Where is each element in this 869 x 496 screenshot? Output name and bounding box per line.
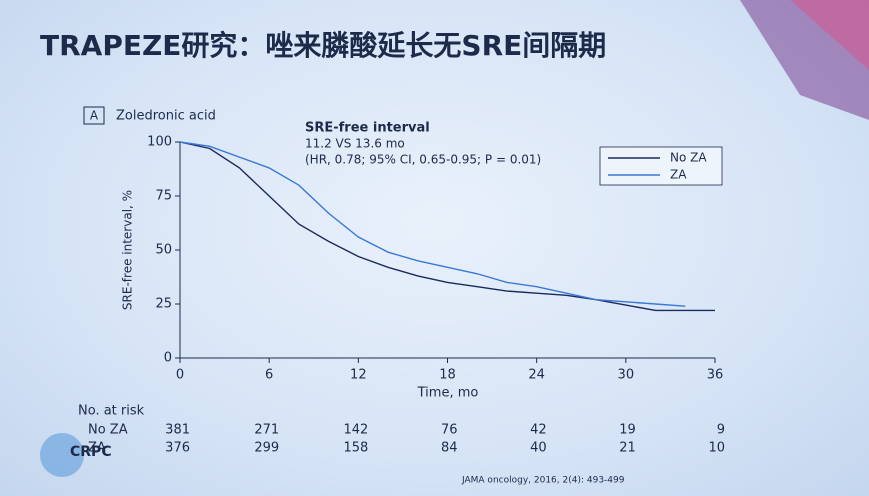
panel-title: Zoledronic acid <box>116 109 216 124</box>
risk-value: 9 <box>717 423 725 438</box>
risk-value: 84 <box>441 441 458 456</box>
y-tick-label: 25 <box>155 297 172 312</box>
panel-box <box>83 106 105 125</box>
risk-value: 42 <box>530 423 547 438</box>
risk-value: 158 <box>344 441 369 456</box>
risk-value: 76 <box>441 423 458 438</box>
risk-value: 10 <box>708 441 725 456</box>
x-tick-label: 6 <box>265 368 273 383</box>
risk-value: 376 <box>165 441 190 456</box>
series-line <box>179 141 686 307</box>
x-axis-label: Time, mo <box>417 386 479 401</box>
x-tick-label: 36 <box>707 368 724 383</box>
y-tick-label: 100 <box>147 135 172 150</box>
series-line <box>179 141 715 312</box>
risk-value: 299 <box>254 441 279 456</box>
x-tick-label: 18 <box>439 368 456 383</box>
risk-row-label: No ZA <box>88 423 128 438</box>
risk-value: 142 <box>344 423 369 438</box>
panel-label: A <box>90 109 99 123</box>
annotation: 11.2 VS 13.6 mo <box>305 137 405 151</box>
risk-value: 381 <box>165 423 190 438</box>
legend-box <box>599 146 723 186</box>
slide-title: TRAPEZE研究：唑来膦酸延长无SRE间隔期 <box>40 29 606 62</box>
y-tick-label: 0 <box>164 351 172 366</box>
annotation: SRE-free interval <box>305 121 430 136</box>
risk-value: 40 <box>530 441 547 456</box>
y-axis-label: SRE-free interval, % <box>121 190 135 310</box>
logo-globe <box>40 433 84 477</box>
risk-value: 21 <box>619 441 636 456</box>
risk-value: 19 <box>619 423 636 438</box>
x-tick-label: 24 <box>528 368 545 383</box>
citation: JAMA oncology, 2016, 2(4): 493-499 <box>461 476 625 486</box>
x-tick-label: 30 <box>618 368 635 383</box>
annotation: (HR, 0.78; 95% CI, 0.65-0.95; P = 0.01) <box>305 153 541 167</box>
risk-title: No. at risk <box>78 404 145 419</box>
risk-row-label: ZA <box>88 441 106 456</box>
risk-value: 271 <box>254 423 279 438</box>
legend-label: ZA <box>670 168 687 182</box>
y-tick-label: 75 <box>155 189 172 204</box>
y-tick-label: 50 <box>155 243 172 258</box>
corner-decoration <box>790 0 869 70</box>
x-tick-label: 12 <box>350 368 367 383</box>
logo-text: CRPC <box>70 444 112 460</box>
legend-label: No ZA <box>670 151 707 165</box>
x-tick-label: 0 <box>176 368 184 383</box>
